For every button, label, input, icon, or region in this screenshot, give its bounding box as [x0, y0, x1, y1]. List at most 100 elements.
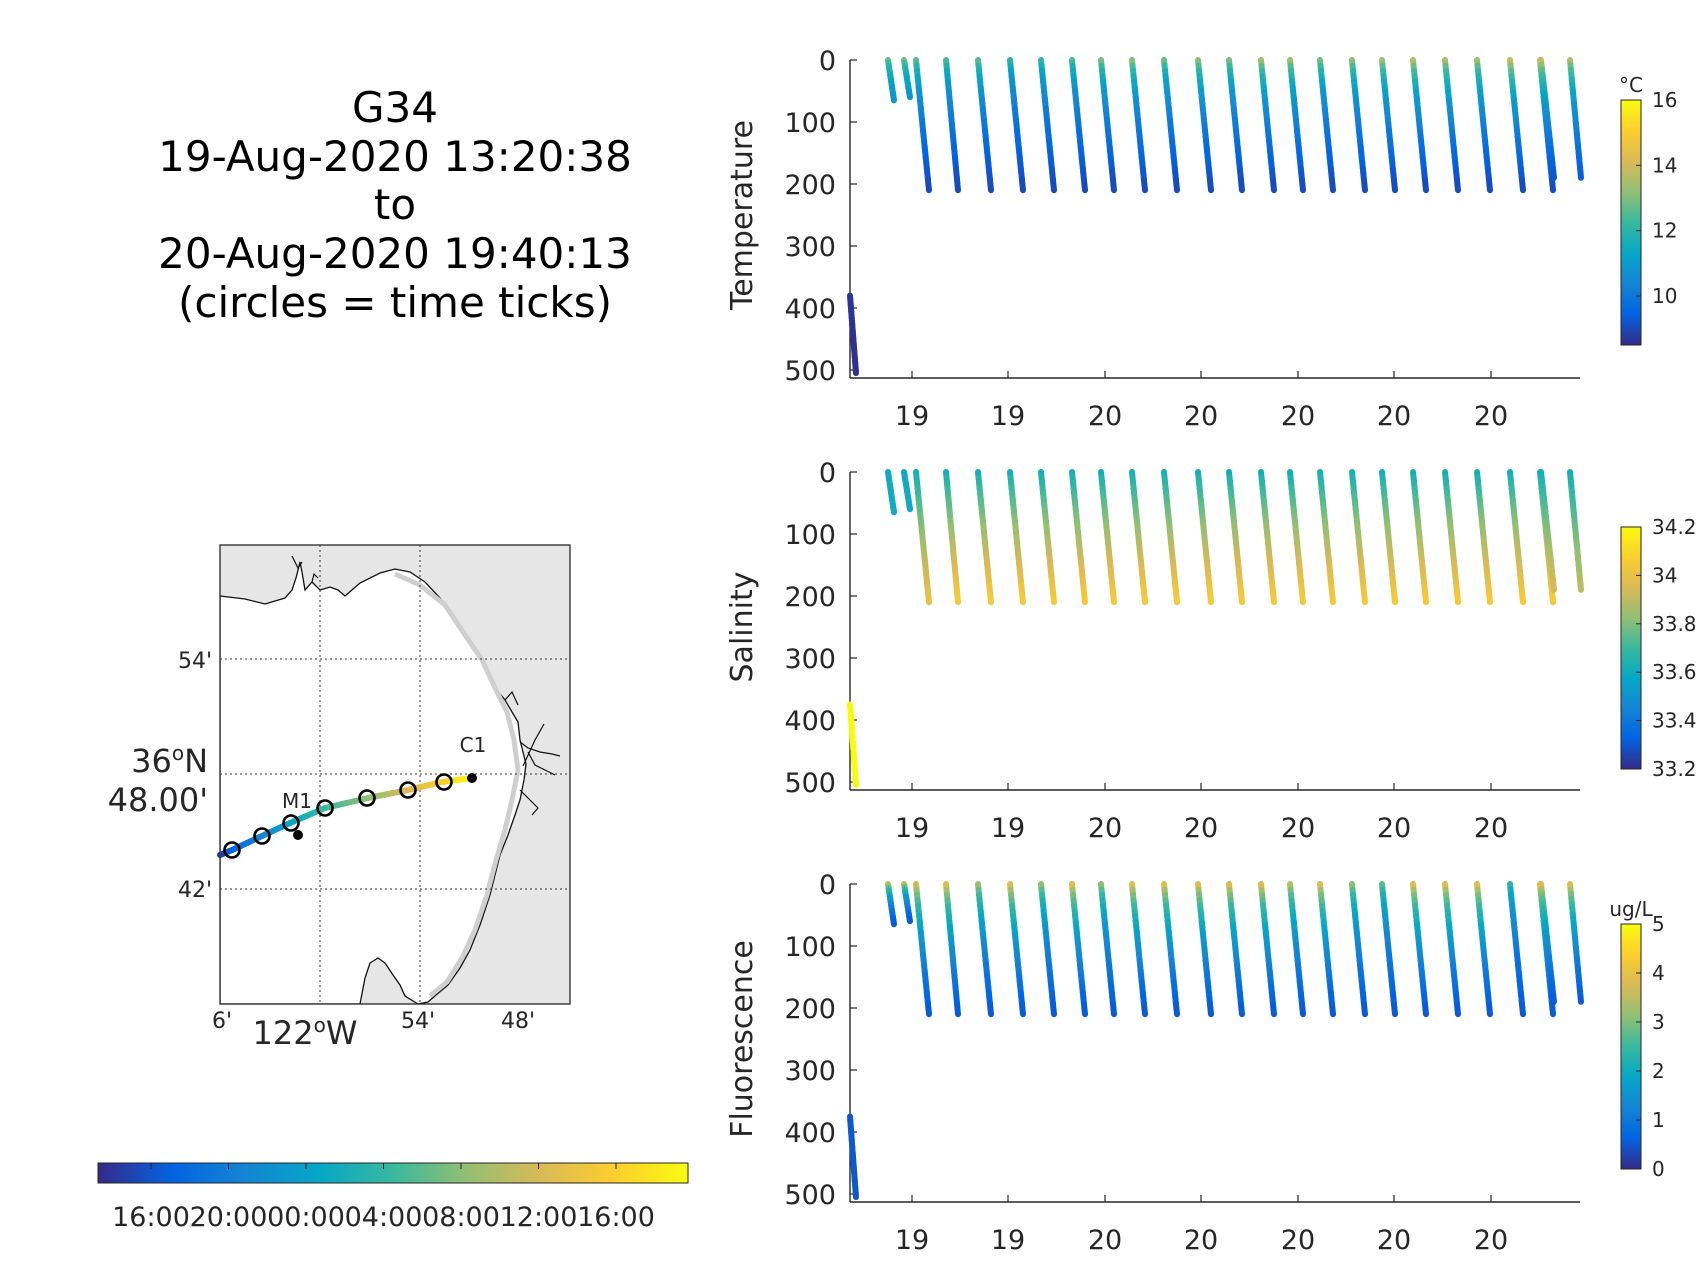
y-tick-label: 100	[784, 108, 836, 139]
colorbar-tick-label: 5	[1652, 912, 1665, 936]
colorbar-tick-label: 10	[1652, 284, 1677, 308]
x-tick-label: 20	[1474, 813, 1508, 844]
map-lat-degree-symbol: o	[172, 741, 184, 765]
profile-segment	[1050, 593, 1057, 606]
profile-segment	[1519, 593, 1526, 606]
station-m1-label: M1	[282, 789, 312, 813]
map-lon-tick-48: 48'	[501, 1009, 535, 1034]
title-to: to	[374, 180, 416, 229]
profile-segment	[1549, 1005, 1556, 1018]
profile-segment	[1270, 1005, 1277, 1018]
time-colorbar-tick-label: 08:00	[422, 1202, 500, 1233]
profile-segment	[1207, 181, 1214, 194]
title-note: (circles = time ticks)	[178, 278, 612, 327]
profile-segment	[1422, 593, 1429, 606]
x-tick-label: 20	[1281, 1225, 1315, 1256]
y-tick-label: 500	[784, 768, 836, 799]
station-c1-marker	[467, 773, 477, 783]
profile-segment	[1361, 1005, 1368, 1018]
map-grid	[220, 545, 570, 1004]
time-colorbar-gradient	[97, 1162, 689, 1184]
time-colorbar-tick-label: 20:00	[190, 1202, 268, 1233]
x-tick-label: 20	[1281, 401, 1315, 432]
profile-segment	[1081, 593, 1088, 606]
profile-segment	[987, 593, 994, 606]
profile-segment	[1550, 993, 1557, 1005]
y-tick-label: 500	[784, 356, 836, 387]
colorbar-tick-label: 1	[1652, 1108, 1665, 1132]
map-lat-tick-42: 42'	[178, 878, 212, 903]
station-m1-marker	[293, 830, 303, 840]
map-lon-degree-symbol: o	[314, 1013, 326, 1037]
map-inland-coast	[504, 690, 561, 816]
profile-segment	[954, 181, 961, 194]
profile-segment	[1173, 593, 1180, 606]
map-ocean	[220, 561, 527, 1004]
profile-segment	[1486, 1005, 1493, 1018]
y-axis-label: Fluorescence	[725, 940, 760, 1138]
time-colorbar-tick-label: 12:00	[500, 1202, 578, 1233]
profile-segment	[1486, 181, 1493, 194]
map-lon-tick-54: 54'	[401, 1009, 435, 1034]
colorbar-tick-label: 3	[1652, 1010, 1665, 1034]
colorbar-salinity	[1620, 526, 1642, 770]
profile-segment	[1238, 181, 1245, 194]
profile-segment	[1173, 181, 1180, 194]
profile-segment	[1019, 181, 1026, 194]
profile-segment	[1549, 593, 1556, 606]
colorbar-tick-label: 34.2	[1652, 515, 1697, 539]
profile-segment	[1361, 181, 1368, 194]
y-tick-label: 200	[784, 582, 836, 613]
colorbar-tick-label: 14	[1652, 153, 1677, 177]
profile-segment	[1238, 593, 1245, 606]
profile-segment	[1391, 1005, 1398, 1018]
profile-segment	[925, 593, 932, 606]
y-tick-label: 400	[784, 1118, 836, 1149]
profile-segment	[1550, 169, 1557, 181]
profile-segment	[1391, 593, 1398, 606]
profile-segment	[1550, 581, 1557, 593]
track-map: 54' 36oN 48.00' 42' 6' 122oW 54' 48' C1 …	[108, 544, 571, 1052]
profile-segment	[1110, 1005, 1117, 1018]
profile-segment	[954, 593, 961, 606]
time-colorbar-tick-label: 16:00	[577, 1202, 655, 1233]
y-tick-label: 200	[784, 170, 836, 201]
y-tick-label: 300	[784, 1056, 836, 1087]
profile-segment	[1329, 181, 1336, 194]
profile-segment	[1454, 593, 1461, 606]
map-lat-minutes: 48.00'	[108, 781, 208, 819]
time-colorbar-tick-label: 04:00	[345, 1202, 423, 1233]
time-colorbar-ticks: 16:00 20:00 00:00 04:00 08:00 12:00 16:00	[112, 1163, 655, 1233]
profile-segment	[1238, 1005, 1245, 1018]
map-lat-degrees: 36	[131, 742, 172, 780]
profile-segment	[987, 1005, 994, 1018]
y-tick-label: 200	[784, 994, 836, 1025]
title-end-time: 20-Aug-2020 19:40:13	[158, 229, 632, 278]
profile-segment	[1299, 1005, 1306, 1018]
x-tick-label: 19	[895, 813, 929, 844]
colorbar-tick-label: 33.8	[1652, 612, 1697, 636]
title-glider-id: G34	[352, 83, 438, 132]
map-lat-tick-54: 54'	[178, 649, 212, 674]
x-tick-label: 20	[1377, 401, 1411, 432]
y-tick-label: 0	[819, 870, 836, 901]
profile-segment	[1110, 181, 1117, 194]
profile-segment	[1454, 1005, 1461, 1018]
x-tick-label: 20	[1377, 1225, 1411, 1256]
profile-segment	[1270, 593, 1277, 606]
y-axis-label: Salinity	[725, 572, 760, 683]
x-tick-label: 20	[1377, 813, 1411, 844]
time-tick-circle	[282, 814, 300, 832]
panel-salinity: 0 100 200 300 400 500 19 19 20 20 20 20 20 Salinity 34…	[725, 458, 1697, 844]
time-tick-circle	[358, 789, 376, 807]
time-tick-circle	[253, 827, 271, 845]
station-c1-label: C1	[460, 733, 487, 757]
time-colorbar-tick-label: 16:00	[112, 1202, 190, 1233]
y-tick-label: 400	[784, 706, 836, 737]
profile-segment	[1329, 1005, 1336, 1018]
time-colorbar: 16:00 20:00 00:00 04:00 08:00 12:00 16:00	[97, 1162, 689, 1233]
map-lon-degrees: 122	[253, 1014, 314, 1052]
x-tick-label: 19	[991, 1225, 1025, 1256]
